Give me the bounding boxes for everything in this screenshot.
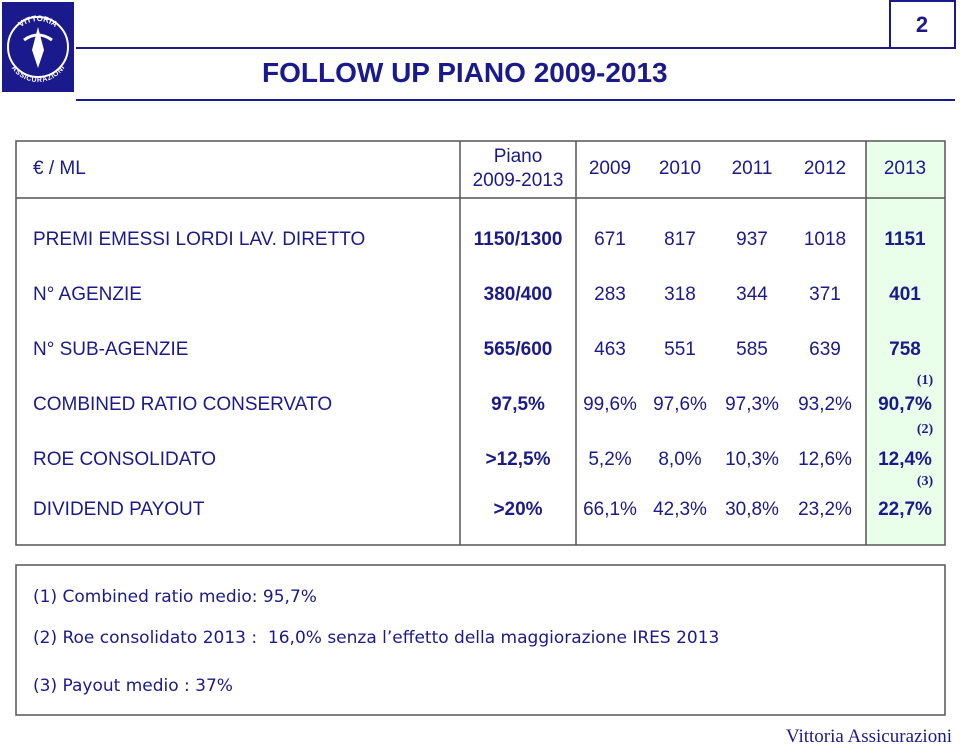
logo-figure: [32, 27, 44, 68]
cell: >12,5%: [485, 449, 551, 470]
row-label: N° SUB-AGENZIE: [33, 339, 189, 360]
cell: 12,6%: [798, 449, 852, 470]
footnote-border: [15, 564, 946, 716]
cell: 371: [809, 284, 841, 305]
cell: 1018: [803, 229, 847, 250]
cell: 10,3%: [725, 449, 779, 470]
footnote: (1) Combined ratio medio: 95,7%: [33, 587, 317, 607]
logo-ring: [7, 16, 69, 78]
cell: 639: [809, 339, 841, 360]
cell: 12,4%: [878, 449, 932, 470]
cell: 344: [736, 284, 768, 305]
cell: 283: [594, 284, 626, 305]
footnote: (2) Roe consolidato 2013 : 16,0% senza l…: [33, 628, 720, 648]
highlight-col: [866, 142, 944, 544]
cell: 318: [664, 284, 696, 305]
cell: 1151: [884, 229, 926, 250]
cell: 758: [889, 339, 921, 360]
row-label: DIVIDEND PAYOUT: [33, 499, 205, 520]
cell: 97,3%: [725, 394, 779, 415]
cell: 90,7%: [878, 394, 932, 415]
cell: 937: [736, 229, 768, 250]
cell: 93,2%: [798, 394, 852, 415]
cell: 463: [594, 339, 626, 360]
row-label: COMBINED RATIO CONSERVATO: [33, 394, 333, 415]
logo-top: VITTORIA: [17, 14, 60, 29]
cell: 1150/1300: [473, 229, 563, 250]
logo-wings: [23, 33, 53, 42]
cell: 97,5%: [491, 394, 545, 415]
title: FOLLOW UP PIANO 2009-2013: [262, 57, 668, 88]
cell: 401: [889, 284, 921, 305]
cell: 551: [664, 339, 696, 360]
column-header: € / ML: [33, 158, 86, 179]
cell: 817: [664, 229, 696, 250]
page-box: [889, 0, 956, 49]
column-header: 2012: [803, 158, 847, 179]
cell: 22,7%: [878, 499, 932, 520]
cell: 23,2%: [798, 499, 852, 520]
note-marker: (2): [916, 422, 934, 437]
cell: 66,1%: [583, 499, 637, 520]
column-header: Piano 2009-2013: [472, 146, 564, 191]
cell: 42,3%: [653, 499, 707, 520]
cell: 671: [594, 229, 626, 250]
footnote: (3) Payout medio : 37%: [33, 676, 233, 696]
column-header: 2009: [588, 158, 632, 179]
row-label: N° AGENZIE: [33, 284, 142, 305]
cell: 565/600: [483, 339, 553, 360]
cell: 5,2%: [588, 449, 632, 470]
column-header: 2013: [883, 158, 927, 179]
footer: Vittoria Assicurazioni: [785, 726, 952, 747]
cell: >20%: [493, 499, 543, 520]
column-header: 2011: [731, 158, 773, 179]
cell: 380/400: [483, 284, 553, 305]
note-marker: (3): [916, 474, 934, 489]
cell: 585: [736, 339, 768, 360]
page-number: 2: [915, 12, 929, 37]
cell: 30,8%: [725, 499, 779, 520]
cell: 99,6%: [583, 394, 637, 415]
note-marker: (1): [916, 373, 934, 388]
cell: 8,0%: [658, 449, 702, 470]
table-border: [15, 140, 946, 546]
row-label: PREMI EMESSI LORDI LAV. DIRETTO: [33, 229, 366, 250]
column-header: 2010: [658, 158, 702, 179]
logo-text: VITTORIA: [17, 14, 60, 29]
cell: 97,6%: [653, 394, 707, 415]
row-label: ROE CONSOLIDATO: [33, 449, 216, 470]
